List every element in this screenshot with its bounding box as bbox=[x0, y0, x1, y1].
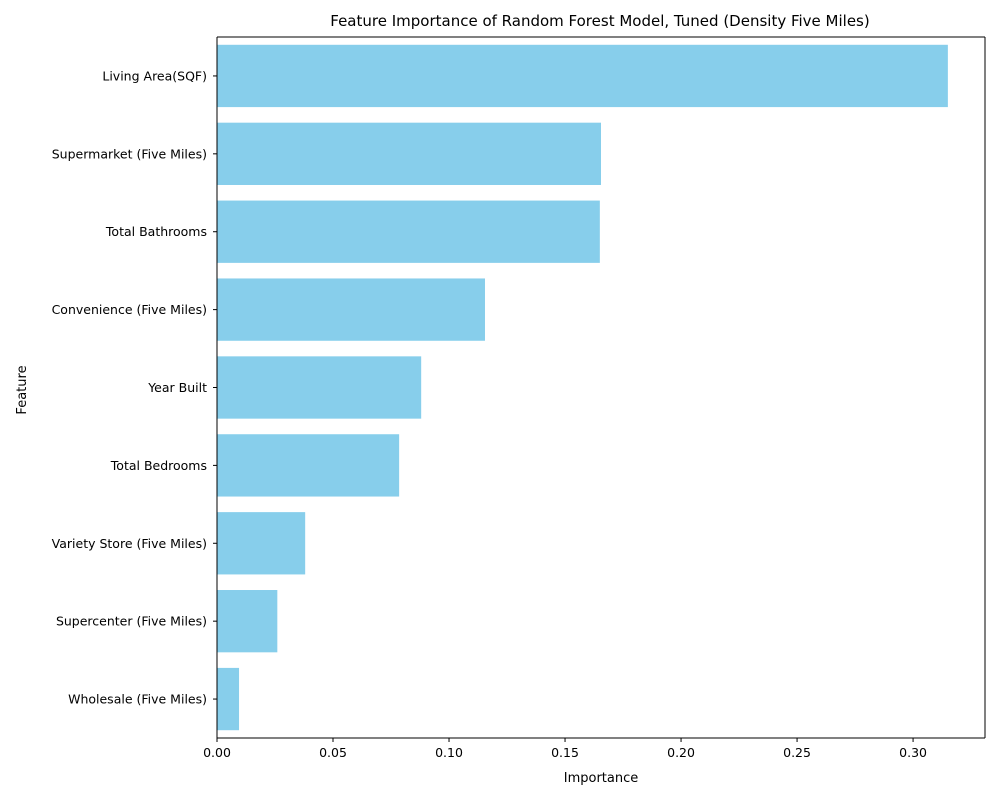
y-tick-label: Living Area(SQF) bbox=[102, 68, 207, 83]
x-axis-label: Importance bbox=[564, 771, 639, 786]
y-tick-label: Variety Store (Five Miles) bbox=[52, 536, 207, 551]
y-tick-label: Supercenter (Five Miles) bbox=[56, 614, 207, 629]
bar bbox=[217, 356, 422, 419]
bar bbox=[217, 590, 278, 653]
x-tick-label: 0.25 bbox=[783, 745, 811, 760]
y-tick-label: Year Built bbox=[147, 380, 207, 395]
bar bbox=[217, 122, 601, 185]
bar bbox=[217, 512, 306, 575]
bar bbox=[217, 200, 600, 263]
x-tick-label: 0.05 bbox=[319, 745, 347, 760]
bar bbox=[217, 667, 240, 731]
bar bbox=[217, 44, 948, 108]
bar bbox=[217, 434, 400, 497]
y-tick-label: Total Bathrooms bbox=[105, 224, 207, 239]
y-axis-ticks: Living Area(SQF) Supermarket (Five Miles)… bbox=[52, 68, 217, 707]
y-tick-label: Convenience (Five Miles) bbox=[52, 302, 207, 317]
x-tick-label: 0.10 bbox=[435, 745, 463, 760]
y-tick-label: Total Bedrooms bbox=[110, 458, 207, 473]
bars-layer bbox=[217, 44, 948, 731]
bar bbox=[217, 278, 485, 341]
x-tick-label: 0.20 bbox=[667, 745, 695, 760]
chart-title: Feature Importance of Random Forest Mode… bbox=[330, 12, 869, 30]
y-axis-label: Feature bbox=[15, 365, 30, 414]
y-tick-label: Wholesale (Five Miles) bbox=[68, 692, 207, 707]
x-axis-ticks: 0.00 0.05 0.10 0.15 0.20 0.25 0.30 bbox=[203, 738, 927, 760]
plot-frame bbox=[216, 36, 986, 739]
x-tick-label: 0.15 bbox=[551, 745, 579, 760]
x-tick-label: 0.00 bbox=[203, 745, 231, 760]
y-tick-label: Supermarket (Five Miles) bbox=[52, 146, 207, 161]
x-tick-label: 0.30 bbox=[899, 745, 927, 760]
